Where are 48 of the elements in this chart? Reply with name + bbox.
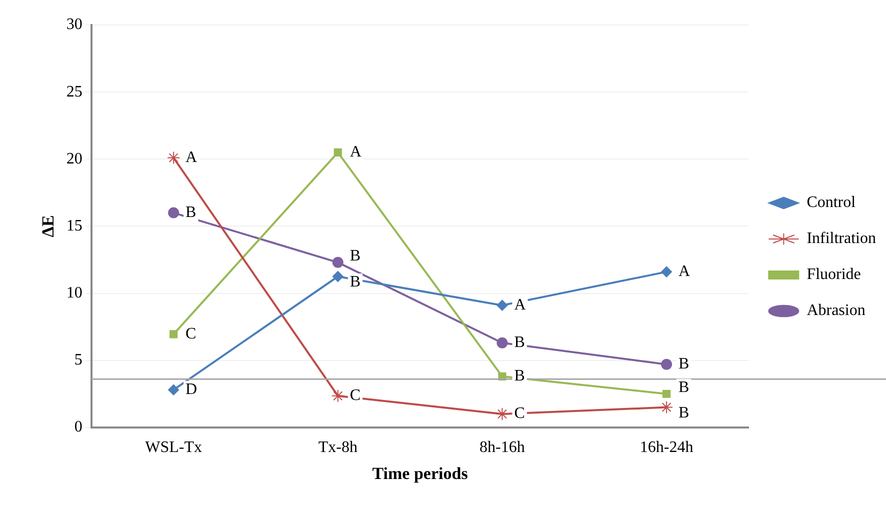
annotation: B	[514, 368, 525, 385]
annotation: B	[186, 204, 196, 221]
point	[496, 337, 508, 348]
point	[168, 384, 180, 396]
y-tick-label: 30	[66, 16, 82, 34]
y-tick-label: 15	[66, 217, 82, 234]
y-tick-label: 20	[66, 150, 82, 168]
point	[170, 330, 178, 338]
y-tick-label: 5	[74, 352, 82, 369]
annotation: B	[678, 404, 690, 422]
annotation: B	[678, 356, 690, 373]
point	[332, 256, 344, 268]
point	[496, 407, 509, 420]
point	[168, 207, 180, 218]
point	[496, 300, 508, 311]
point	[661, 266, 672, 278]
annotation: B	[678, 379, 690, 396]
y-tick-label: 25	[66, 83, 82, 100]
x-axis-title: Time periods	[372, 464, 468, 484]
legend-label: Fluoride	[806, 266, 861, 284]
point	[660, 400, 674, 414]
annotation: D	[186, 381, 198, 398]
x-tick-label: Tx-8h	[318, 439, 358, 456]
annotation: B	[350, 274, 361, 291]
annotation: C	[350, 387, 361, 404]
annotation: B	[350, 248, 361, 265]
annotation: B	[514, 334, 525, 352]
point	[332, 271, 344, 282]
legend-label: Control	[806, 194, 856, 212]
y-axis-title: ΔE	[38, 215, 58, 238]
annotation: A	[350, 144, 362, 161]
x-tick-label: 8h-16h	[480, 439, 525, 456]
y-tick-label: 10	[66, 284, 82, 302]
annotation: C	[186, 325, 196, 342]
annotation: C	[514, 405, 525, 422]
point	[661, 358, 672, 370]
point	[167, 151, 180, 164]
legend-label: Infiltration	[806, 230, 876, 248]
y-tick-label: 0	[74, 418, 82, 436]
annotation: A	[678, 263, 691, 280]
annotation: A	[186, 148, 198, 166]
point	[662, 390, 671, 398]
annotation: A	[514, 296, 526, 314]
point	[334, 148, 342, 156]
x-tick-label: 16h-24h	[640, 439, 694, 456]
x-tick-label: WSL-Tx	[145, 439, 202, 456]
legend-label: Abrasion	[806, 302, 866, 320]
point	[331, 389, 344, 402]
